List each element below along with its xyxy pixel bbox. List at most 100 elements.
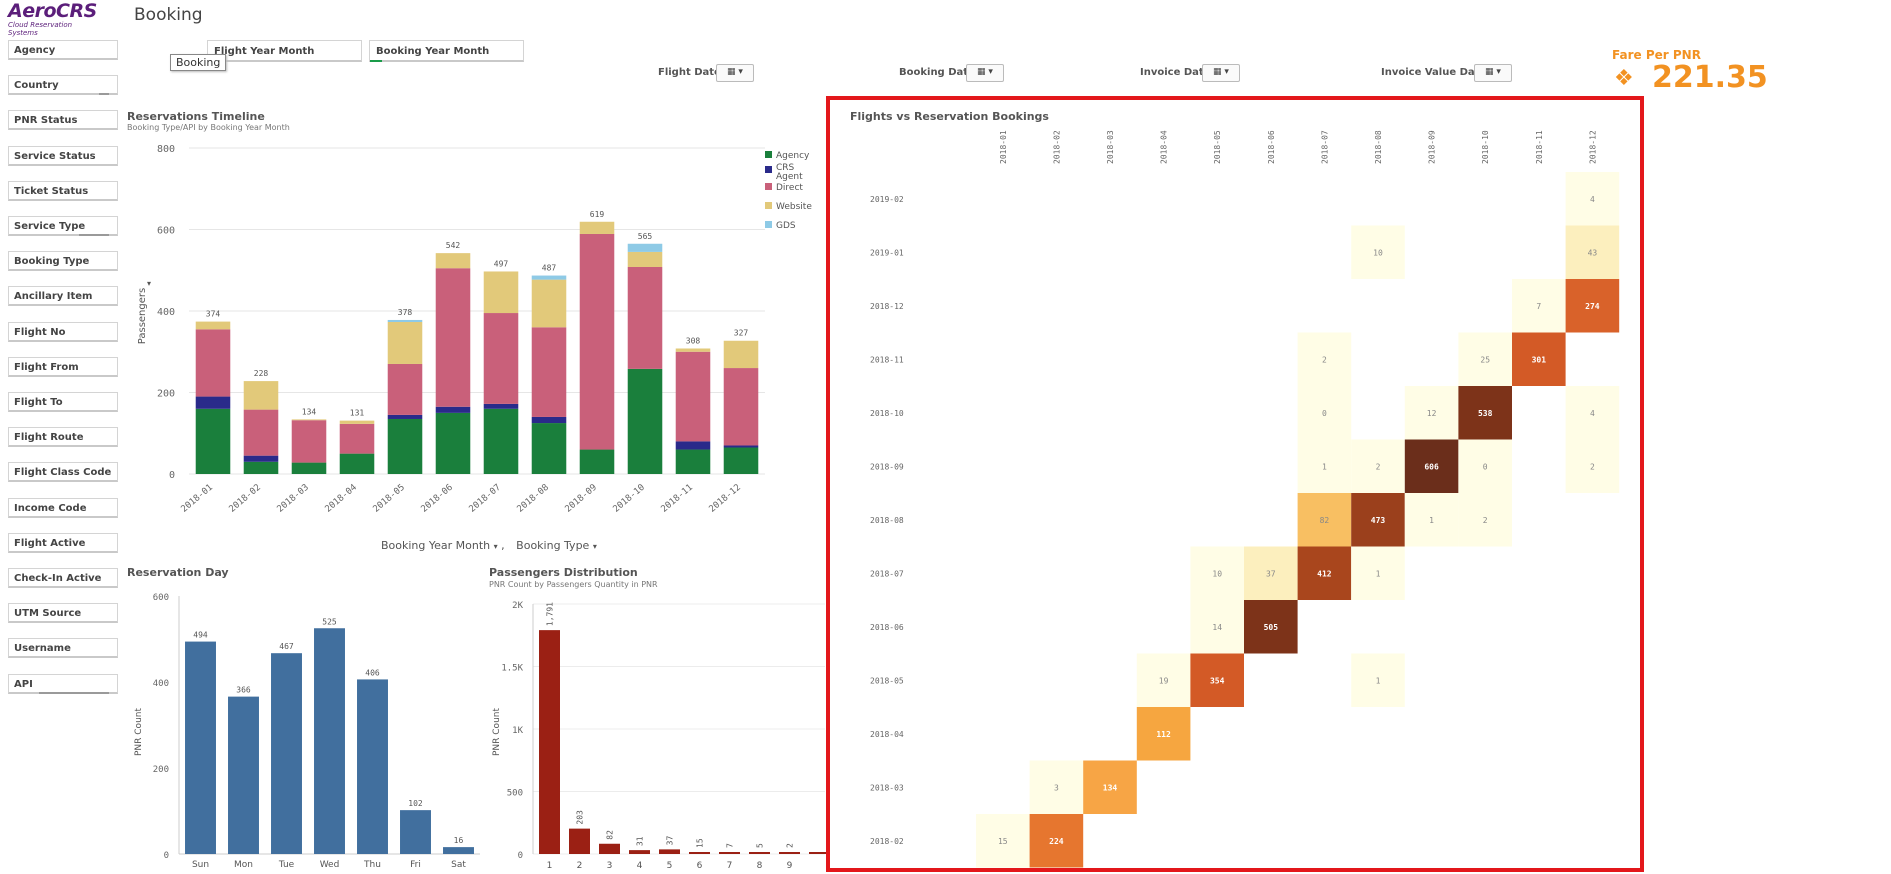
x-tick-label: Wed	[320, 860, 340, 870]
filter-country[interactable]: Country	[8, 75, 118, 96]
heatmap-cell	[1458, 439, 1512, 493]
bar-segment-direct	[723, 368, 759, 446]
bar-segment-website	[627, 251, 663, 267]
filter-service-status[interactable]: Service Status	[8, 145, 118, 166]
reservations-timeline-chart[interactable]: 0 200 400 600 800 Passengers▾ 374 2018-01 228 201…	[125, 136, 835, 516]
bar-segment-website	[339, 420, 375, 424]
heatmap-cell-value: 15	[998, 837, 1008, 846]
heatmap-cell-value: 2	[1376, 462, 1381, 471]
bar-value-label: 406	[365, 668, 380, 677]
bar-total-label: 378	[398, 308, 413, 317]
heatmap-cell-value: 82	[1320, 516, 1330, 525]
bar-value-label: 82	[606, 830, 615, 840]
filter-flight-from[interactable]: Flight From	[8, 356, 118, 377]
filter-label: Username	[14, 643, 71, 655]
bar-value-label: 15	[696, 838, 705, 848]
x-tick-label: 2018-08	[1374, 130, 1383, 164]
bar-segment-direct	[195, 329, 231, 397]
bar-segment-website	[387, 322, 423, 364]
legend-swatch-gds	[765, 221, 772, 228]
filter-ancillary-item[interactable]: Ancillary Item	[8, 286, 118, 307]
invoice-value-dates-calendar-button[interactable]: ▦ ▾	[1474, 64, 1512, 82]
flights-vs-bookings-heatmap[interactable]: 2018-01 2018-02 2018-03 2018-04 2018-05 2018-…	[832, 124, 1638, 868]
y-tick-label: 2018-04	[870, 730, 904, 739]
booking-dates-label: Booking Dates	[899, 67, 981, 78]
heatmap-cell	[1351, 439, 1405, 493]
bar-segment-agency	[723, 447, 759, 474]
legend-label-website: Website	[776, 202, 812, 212]
filter-label: Ticket Status	[14, 185, 89, 197]
dist-bar	[659, 849, 680, 854]
flight-dates-calendar-button[interactable]: ▦ ▾	[716, 64, 754, 82]
bar-segment-direct	[291, 420, 327, 463]
dimension-selector[interactable]: Booking Year Month ▾ , Booking Type ▾	[381, 539, 597, 552]
timeline-subtitle: Booking Type/API by Booking Year Month	[127, 123, 290, 132]
x-tick-label: Fri	[410, 860, 421, 870]
x-tick-label: Mon	[234, 860, 253, 870]
filter-flight-route[interactable]: Flight Route	[8, 427, 118, 448]
heatmap-cell	[1297, 332, 1352, 386]
bar-segment-website	[195, 321, 231, 330]
bar-segment-gds	[387, 319, 423, 323]
logo-text: AeroCRS	[8, 0, 97, 22]
heatmap-cell	[1351, 493, 1405, 547]
filter-username[interactable]: Username	[8, 638, 118, 659]
dim-booking-type[interactable]: Booking Type	[516, 539, 590, 552]
heatmap-cell	[1029, 760, 1084, 814]
bar-segment-gds	[627, 243, 663, 252]
bar-value-label: 494	[193, 631, 208, 640]
filter-check-in-active[interactable]: Check-In Active	[8, 568, 118, 588]
bar-segment-crs_agent	[387, 414, 423, 419]
filter-flight-no[interactable]: Flight No	[8, 321, 118, 342]
heatmap-cell	[1565, 225, 1620, 279]
filter-income-code[interactable]: Income Code	[8, 497, 118, 518]
heatmap-cell-value: 4	[1590, 409, 1595, 418]
filter-api[interactable]: API	[8, 673, 118, 694]
invoice-dates-label: Invoice Dates	[1140, 67, 1217, 78]
y-axis-label: Passengers	[137, 288, 148, 344]
filter-agency[interactable]: Agency	[8, 40, 118, 60]
bar-segment-agency	[675, 449, 711, 474]
filter-label: Service Type	[14, 221, 86, 232]
filter-flight-active[interactable]: Flight Active	[8, 532, 118, 553]
filter-pnr-status[interactable]: PNR Status	[8, 110, 118, 131]
bar-segment-direct	[579, 233, 615, 450]
bar-total-label: 327	[734, 329, 749, 338]
heatmap-cell-value: 19	[1159, 676, 1169, 685]
heatmap-cell-value: 473	[1371, 516, 1386, 525]
x-tick-label: 2018-02	[227, 483, 262, 515]
invoice-dates-calendar-button[interactable]: ▦ ▾	[1202, 64, 1240, 82]
filter-ticket-status[interactable]: Ticket Status	[8, 180, 118, 201]
bar-value-label: 2	[786, 843, 795, 848]
y-tick-label: 400	[157, 307, 175, 318]
bar-segment-website	[243, 381, 279, 410]
heatmap-cell	[1297, 439, 1352, 493]
x-tick-label: 4	[637, 861, 643, 871]
filter-flight-to[interactable]: Flight To	[8, 392, 118, 412]
x-tick-label: 2018-04	[323, 483, 358, 515]
booking-dates-calendar-button[interactable]: ▦ ▾	[966, 64, 1004, 82]
bar-segment-direct	[675, 351, 711, 442]
filter-service-type[interactable]: Service Type	[8, 216, 118, 236]
x-tick-label: 2018-05	[371, 483, 406, 515]
flight-year-month-filter[interactable]: Flight Year Month	[207, 40, 362, 62]
y-axis-dropdown: ▾	[147, 279, 151, 288]
filter-booking-type[interactable]: Booking Type	[8, 251, 118, 272]
bar-value-label: 37	[666, 836, 675, 846]
filter-label: UTM Source	[14, 608, 82, 620]
heatmap-cell-value: 224	[1049, 837, 1064, 846]
y-tick-label: 2019-01	[870, 248, 904, 257]
bar-segment-website	[483, 271, 519, 314]
reservation-day-chart[interactable]: 0 200 400 600 PNR Count 494 Sun 366 Mon 467 Tue 525…	[125, 582, 485, 874]
heatmap-cell-value: 538	[1478, 409, 1493, 418]
filter-utm-source[interactable]: UTM Source	[8, 603, 118, 624]
heatmap-cell-value: 0	[1322, 409, 1327, 418]
heatmap-cell	[1512, 279, 1566, 333]
filter-flight-class-code[interactable]: Flight Class Code	[8, 462, 118, 483]
dim-booking-year-month[interactable]: Booking Year Month	[381, 539, 491, 552]
bar-segment-direct	[627, 266, 663, 369]
x-tick-label: 2018-07	[1320, 130, 1329, 164]
x-tick-label: Tue	[278, 860, 295, 870]
booking-year-month-filter[interactable]: Booking Year Month	[369, 40, 524, 62]
